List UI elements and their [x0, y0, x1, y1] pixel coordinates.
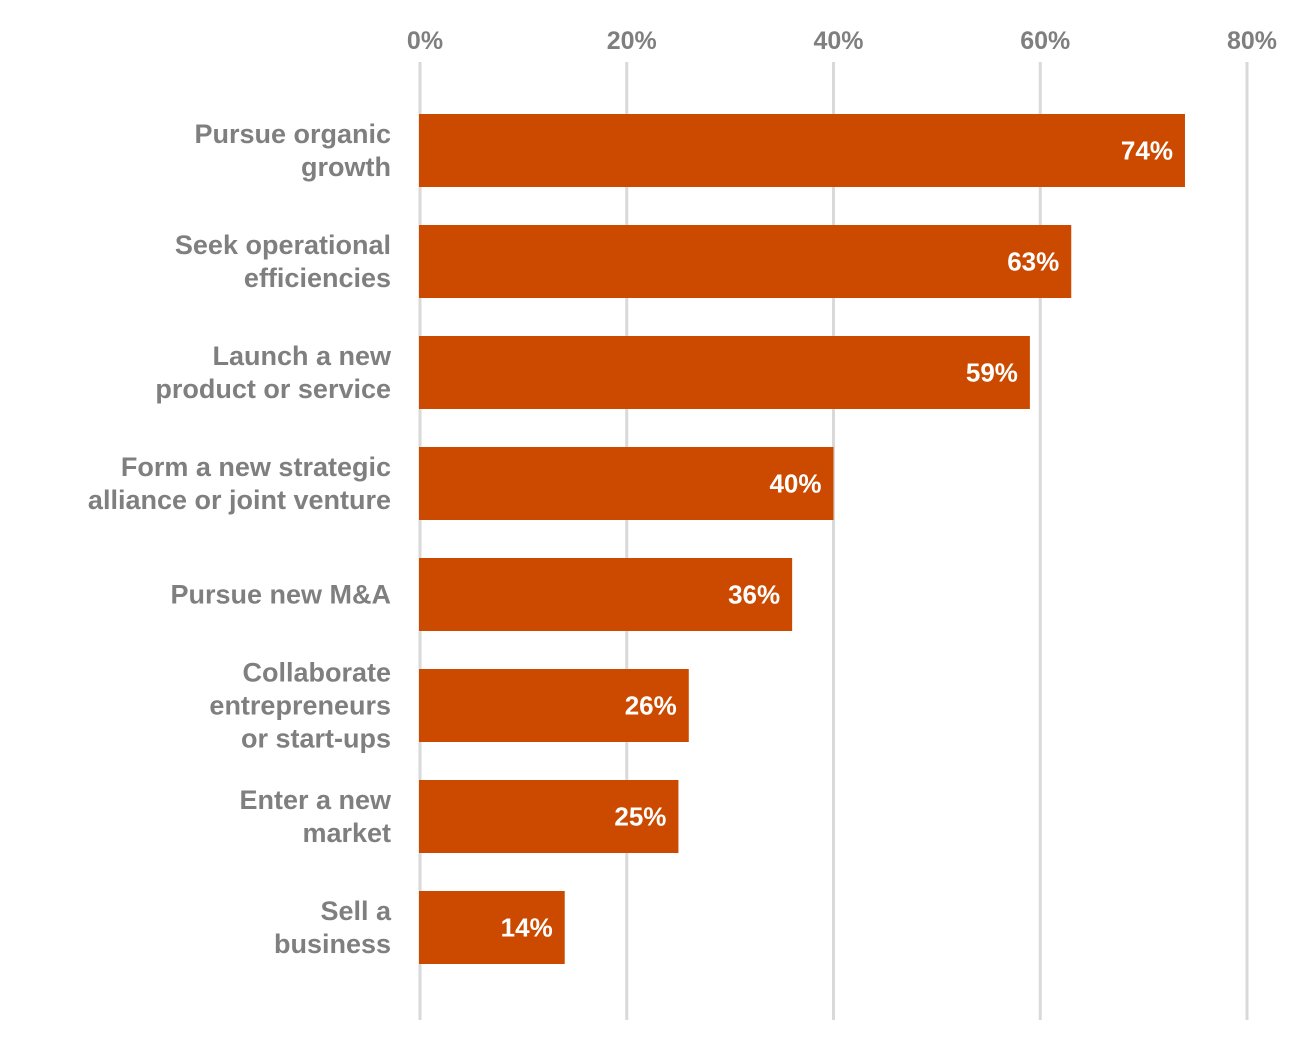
category-labels: Pursue organic growth Seek operational effi… — [88, 119, 392, 959]
category-label-line: Form a new strategic — [121, 452, 391, 482]
bar — [419, 669, 689, 742]
bars — [419, 114, 1185, 964]
category-label-line: Seek operational — [175, 230, 391, 260]
category-label-line: Pursue organic — [194, 119, 391, 149]
value-labels: 74% 63% 59% 40% 36% 26% 25% 14% — [501, 136, 1173, 943]
bar — [419, 780, 679, 853]
bar — [419, 336, 1030, 409]
bar — [419, 114, 1185, 187]
data-label: 63% — [1007, 247, 1059, 277]
category-label-line: Collaborate — [242, 658, 391, 688]
data-label: 74% — [1121, 136, 1173, 166]
category-label: Enter a new market — [239, 785, 392, 848]
category-label-line: Launch a new — [212, 341, 392, 371]
data-label: 26% — [625, 691, 677, 721]
x-tick-label: 80% — [1227, 27, 1277, 55]
x-tick-label: 60% — [1020, 27, 1070, 55]
data-label: 36% — [728, 580, 780, 610]
category-label-line: Pursue new M&A — [170, 580, 391, 610]
category-label-line: alliance or joint venture — [88, 485, 391, 515]
category-label-line: business — [274, 929, 391, 959]
category-label: Launch a new product or service — [155, 341, 392, 404]
data-label: 25% — [614, 802, 666, 832]
bar — [419, 558, 793, 631]
category-label-line: entrepreneurs — [209, 691, 391, 721]
x-axis-ticks: 0% 20% 40% 60% 80% — [407, 27, 1277, 55]
category-label-line: Enter a new — [239, 785, 392, 815]
category-label: Pursue new M&A — [170, 580, 391, 610]
x-tick-label: 40% — [813, 27, 863, 55]
category-label-line: market — [302, 818, 391, 848]
data-label: 40% — [769, 469, 821, 499]
category-label: Collaborate entrepreneurs or start-ups — [209, 658, 391, 754]
data-label: 14% — [501, 913, 553, 943]
category-label-line: efficiencies — [244, 263, 391, 293]
category-label-line: Sell a — [320, 896, 392, 926]
bar — [419, 447, 834, 520]
data-label: 59% — [966, 358, 1018, 388]
category-label-line: growth — [301, 152, 391, 182]
x-tick-label: 20% — [607, 27, 657, 55]
category-label-line: product or service — [155, 374, 391, 404]
category-label: Form a new strategic alliance or joint ve… — [88, 452, 391, 515]
category-label: Seek operational efficiencies — [175, 230, 391, 293]
bar — [419, 225, 1072, 298]
gridlines — [418, 62, 1249, 1020]
category-label: Sell a business — [274, 896, 392, 959]
category-label-line: or start-ups — [241, 724, 391, 754]
category-label: Pursue organic growth — [194, 119, 391, 182]
x-tick-label: 0% — [407, 27, 443, 55]
bar — [419, 891, 565, 964]
